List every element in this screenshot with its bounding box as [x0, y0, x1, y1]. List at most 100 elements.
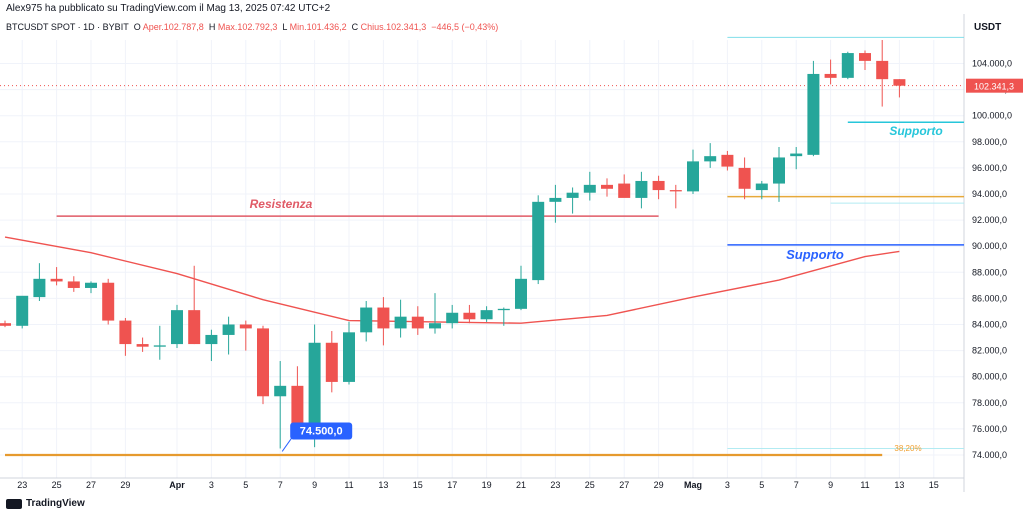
x-tick-label: 3 [209, 480, 214, 490]
candle [411, 306, 424, 335]
candle [566, 187, 579, 214]
candle-body [325, 342, 338, 382]
x-tick-label: Mag [684, 480, 702, 490]
candle [463, 304, 476, 324]
candle [583, 171, 596, 201]
candle-body [102, 282, 115, 321]
candle-body [704, 156, 717, 162]
candle-body [205, 334, 218, 345]
x-tick-label: 27 [619, 480, 629, 490]
x-tick-label: 29 [654, 480, 664, 490]
candle-body [669, 190, 682, 192]
candle [102, 278, 115, 325]
candle-body [807, 73, 820, 155]
y-tick-label: 96.000,0 [972, 163, 1007, 173]
candle-body [153, 345, 166, 347]
candle-body [841, 53, 854, 78]
candle-body [480, 310, 493, 320]
candle-body [239, 324, 252, 329]
candle [16, 295, 29, 329]
y-tick-label: 100.000,0 [972, 111, 1012, 121]
symbol-label[interactable]: BTCUSDT SPOT · 1D · BYBIT [6, 22, 129, 32]
support-lower-label: Supporto [786, 247, 844, 262]
candle-body [50, 278, 63, 282]
close-value: Chius.102.341,3 [360, 22, 427, 32]
x-tick-label: 3 [725, 480, 730, 490]
y-tick-label: 92.000,0 [972, 215, 1007, 225]
high-value: Max.102.792,3 [217, 22, 278, 32]
candle-body [377, 307, 390, 329]
x-tick-label: 19 [482, 480, 492, 490]
candle [291, 366, 304, 427]
candle [601, 178, 613, 197]
x-tick-label: 5 [759, 480, 764, 490]
candle [446, 304, 459, 329]
candle [119, 317, 132, 356]
candle-body [583, 184, 596, 193]
candle-body [549, 197, 562, 202]
candle [325, 331, 338, 393]
candle [841, 51, 854, 80]
candle [377, 297, 390, 346]
candle [274, 361, 287, 449]
candle-body [446, 312, 459, 324]
candle-body [274, 385, 287, 397]
candle-body [652, 180, 665, 191]
x-tick-label: 5 [243, 480, 248, 490]
candle-body [171, 310, 183, 345]
tradingview-footer: TradingView [6, 498, 85, 509]
candle-body [601, 184, 613, 189]
candle [222, 316, 235, 355]
candle-body [566, 192, 579, 198]
x-tick-label: 9 [828, 480, 833, 490]
y-tick-label: 78.000,0 [972, 398, 1007, 408]
x-tick-label: 15 [929, 480, 939, 490]
x-tick-label: 23 [17, 480, 27, 490]
candle-body [755, 183, 768, 191]
candle-body [790, 153, 803, 157]
callout-box [290, 422, 353, 440]
candle-body [0, 323, 11, 326]
candle-body [188, 310, 201, 345]
candle-body [773, 157, 785, 184]
candle [669, 184, 682, 209]
x-tick-label: 17 [447, 480, 457, 490]
brand-label: TradingView [26, 498, 85, 509]
x-tick-label: 11 [860, 480, 869, 490]
x-tick-label: 13 [378, 480, 388, 490]
candle [343, 321, 355, 385]
candle-body [738, 167, 751, 189]
y-tick-label: 90.000,0 [972, 241, 1007, 251]
candle-body [343, 332, 355, 382]
candle [0, 320, 11, 328]
price-unit: USDT [974, 22, 1002, 33]
change-value: −446,5 (−0,43%) [431, 22, 499, 32]
candle [687, 149, 699, 194]
candle [532, 195, 545, 285]
ohlc-legend: BTCUSDT SPOT · 1D · BYBIT O Aper.102.787… [6, 22, 498, 32]
candle [257, 325, 269, 405]
candle-body [257, 328, 269, 397]
candle [394, 299, 407, 338]
candle [618, 174, 631, 198]
candle [360, 301, 373, 342]
x-tick-label: 21 [516, 480, 526, 490]
candle-body [308, 342, 321, 425]
y-tick-label: 94.000,0 [972, 189, 1007, 199]
candle-body [136, 344, 149, 347]
x-tick-label: 13 [894, 480, 904, 490]
tradingview-logo-icon [6, 498, 22, 509]
x-tick-label: 7 [278, 480, 283, 490]
candle-body [635, 180, 648, 198]
candle-body [824, 73, 837, 78]
candle-body [411, 316, 424, 329]
candle-body [222, 324, 235, 335]
candle-body [119, 320, 132, 345]
candle-body [67, 281, 80, 288]
y-tick-label: 98.000,0 [972, 137, 1007, 147]
y-tick-label: 82.000,0 [972, 346, 1007, 356]
x-tick-label: 25 [52, 480, 62, 490]
y-tick-label: 80.000,0 [972, 372, 1007, 382]
candle-body [85, 282, 97, 288]
